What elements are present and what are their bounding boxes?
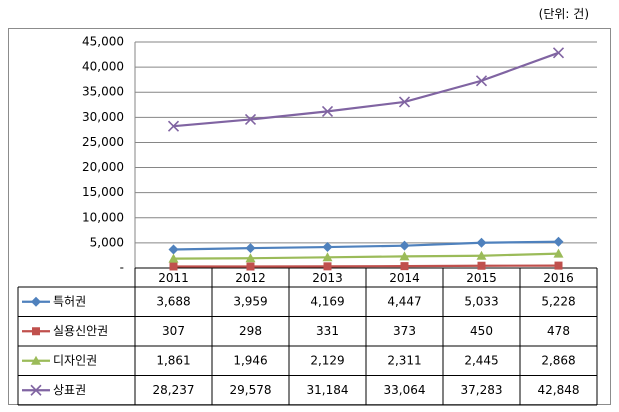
data-label: 3,959: [233, 294, 267, 308]
data-label: 37,283: [461, 383, 503, 397]
data-point-2: [476, 250, 487, 260]
data-point-1: [554, 261, 563, 270]
data-label: 33,064: [384, 383, 426, 397]
y-tick-label: 5,000: [90, 235, 124, 249]
x-tick-label: 2016: [543, 271, 574, 285]
series-line-2: [173, 252, 559, 260]
y-tick-label: 40,000: [82, 60, 124, 74]
data-label: 3,688: [156, 294, 190, 308]
x-tick-label: 2013: [312, 271, 343, 285]
data-point-2: [553, 248, 564, 258]
data-label: 5,033: [464, 294, 498, 308]
y-tick-label: 20,000: [82, 160, 124, 174]
data-point-0: [553, 236, 564, 247]
x-tick-label: 2014: [389, 271, 420, 285]
legend-label: 특허권: [53, 294, 86, 308]
data-point-3: [167, 120, 180, 132]
data-point-2: [245, 253, 256, 263]
data-point-1: [400, 262, 409, 271]
unit-note: (단위: 건): [538, 7, 589, 21]
data-point-2: [322, 252, 333, 262]
series-line-3: [173, 51, 559, 128]
legend-key-marker-2: [31, 355, 41, 365]
data-point-3: [398, 96, 411, 108]
legend-key-marker-0: [31, 296, 41, 307]
data-point-2: [399, 251, 410, 261]
data-label: 1,861: [156, 353, 190, 367]
data-point-3: [244, 113, 257, 126]
data-point-3: [475, 75, 488, 87]
y-tick-label: 45,000: [82, 35, 124, 49]
data-label: 2,868: [541, 353, 575, 367]
y-tick-label: 35,000: [82, 85, 124, 99]
x-tick-label: 2012: [235, 271, 266, 285]
legend-key-marker-1: [32, 327, 40, 336]
x-tick-label: 2015: [466, 271, 497, 285]
data-label: 2,311: [387, 353, 421, 367]
data-label: 4,447: [387, 294, 421, 308]
data-label: 5,228: [541, 294, 575, 308]
data-point-1: [246, 262, 255, 271]
data-label: 2,129: [310, 353, 344, 367]
legend-label: 디자인권: [53, 353, 97, 367]
data-label: 42,848: [538, 383, 580, 397]
series-line-0: [173, 240, 559, 251]
data-point-2: [168, 253, 179, 263]
y-tick-label: 25,000: [82, 135, 124, 149]
data-label: 1,946: [233, 353, 267, 367]
data-point-0: [245, 243, 256, 254]
data-label: 29,578: [230, 383, 272, 397]
legend-key-marker-3: [30, 384, 42, 396]
data-point-3: [321, 105, 334, 117]
data-point-0: [399, 240, 410, 251]
data-label: 450: [470, 324, 493, 338]
data-label: 2,445: [464, 353, 498, 367]
y-tick-label: -: [120, 261, 124, 275]
data-label: 478: [547, 324, 570, 338]
data-point-1: [323, 262, 332, 271]
data-label: 307: [162, 324, 185, 338]
data-point-0: [476, 237, 487, 248]
y-tick-label: 15,000: [82, 185, 124, 199]
data-label: 298: [239, 324, 262, 338]
legend-label: 상표권: [53, 383, 86, 397]
data-point-1: [169, 262, 178, 271]
data-point-3: [552, 47, 565, 59]
data-label: 4,169: [310, 294, 344, 308]
data-label: 28,237: [153, 383, 195, 397]
legend-label: 실용신안권: [53, 324, 108, 338]
data-label: 331: [316, 324, 339, 338]
y-tick-label: 10,000: [82, 210, 124, 224]
data-point-0: [168, 244, 179, 255]
data-point-0: [322, 242, 333, 253]
data-label: 31,184: [307, 383, 349, 397]
y-tick-label: 30,000: [82, 110, 124, 124]
series-line-1: [173, 264, 559, 268]
data-label: 373: [393, 324, 416, 338]
data-point-1: [477, 261, 486, 270]
x-tick-label: 2011: [158, 271, 189, 285]
